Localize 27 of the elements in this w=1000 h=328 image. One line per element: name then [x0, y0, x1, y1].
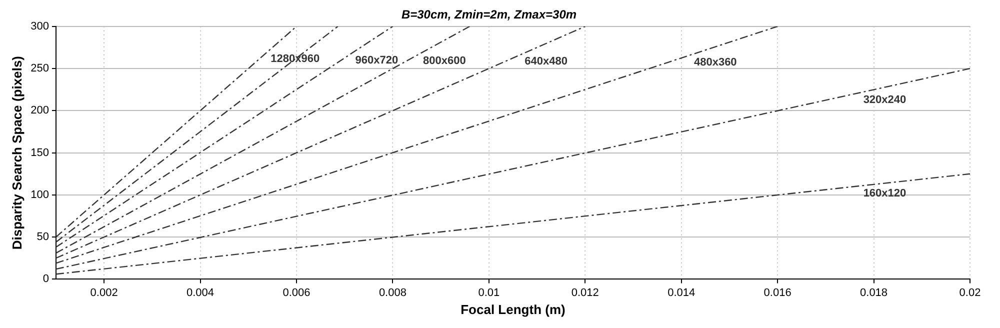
y-tick-label: 200: [30, 104, 49, 117]
x-tick-label: 0.018: [860, 286, 888, 299]
x-axis-title: Focal Length (m): [460, 302, 566, 317]
y-tick-label: 100: [30, 188, 49, 201]
x-tick-label: 0.008: [378, 286, 406, 299]
x-tick-label: 0.004: [186, 286, 214, 299]
series-label: 1280x960: [270, 53, 320, 66]
x-tick-label: 0.01: [478, 286, 500, 299]
series-label: 960x720: [355, 54, 398, 66]
x-tick-label: 0.012: [571, 286, 599, 299]
series-label: 480x360: [694, 56, 737, 68]
x-tick-label: 0.006: [282, 286, 310, 299]
x-tick-label: 0.02: [959, 286, 981, 299]
y-axis-title: Disparity Search Space (pixels): [9, 56, 24, 250]
y-tick-label: 250: [30, 62, 49, 75]
x-tick-label: 0.016: [764, 286, 792, 299]
x-tick-label: 0.002: [90, 286, 118, 299]
series-label: 640x480: [524, 56, 568, 68]
series-label: 800x600: [423, 55, 466, 68]
y-tick-label: 150: [30, 146, 49, 159]
series-label: 320x240: [863, 94, 906, 106]
y-tick-label: 300: [30, 20, 49, 32]
chart-title: B=30cm, Zmin=2m, Zmax=30m: [401, 8, 577, 22]
series-label: 160x120: [863, 187, 906, 200]
y-tick-label: 50: [36, 231, 49, 244]
x-tick-label: 0.014: [668, 286, 696, 299]
y-tick-label: 0: [42, 273, 49, 286]
